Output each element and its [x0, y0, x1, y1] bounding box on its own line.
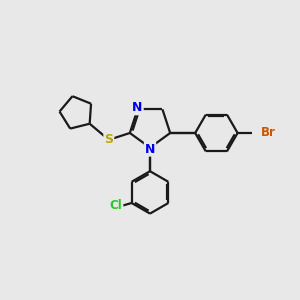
Text: Br: Br	[261, 127, 275, 140]
Text: N: N	[132, 101, 143, 114]
Text: Cl: Cl	[110, 200, 122, 212]
Text: S: S	[104, 133, 113, 146]
Text: N: N	[145, 142, 155, 156]
